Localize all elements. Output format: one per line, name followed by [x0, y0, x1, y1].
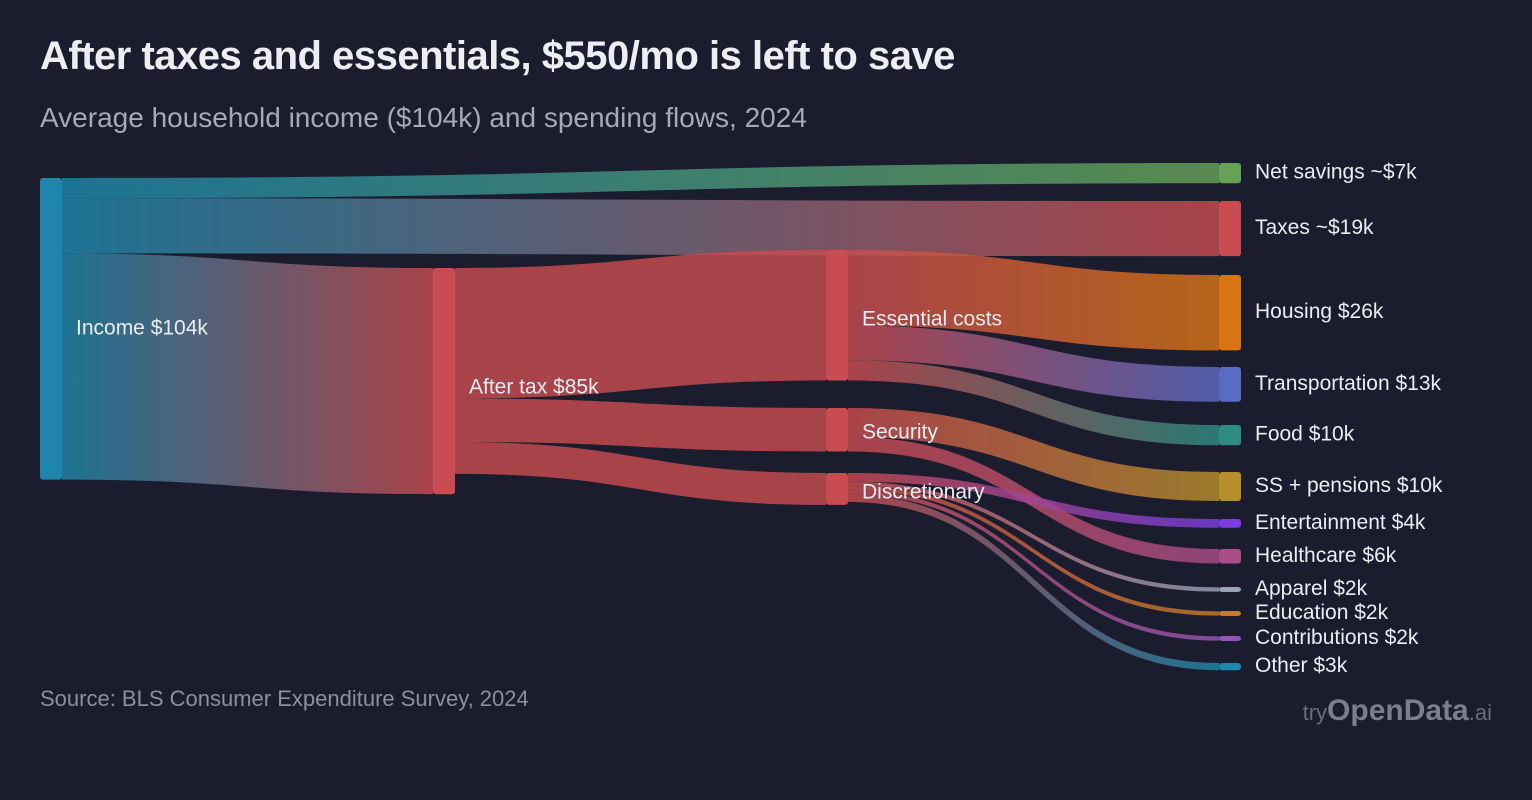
label-discretionary: Discretionary [862, 481, 985, 504]
link-discretionary-to-apparel[interactable] [848, 481, 1219, 592]
links-layer [62, 163, 1219, 671]
label-apparel: Apparel $2k [1255, 577, 1368, 600]
label-transportation: Transportation $13k [1255, 372, 1441, 395]
label-savings: Net savings ~$7k [1255, 161, 1417, 184]
link-income-to-aftertax[interactable] [62, 253, 433, 495]
link-aftertax-to-security[interactable] [455, 398, 826, 452]
link-discretionary-to-contributions[interactable] [848, 490, 1219, 641]
chart-subtitle: Average household income ($104k) and spe… [40, 102, 807, 133]
brand-name: OpenData [1327, 694, 1469, 727]
node-transportation[interactable] [1219, 367, 1241, 402]
node-savings[interactable] [1219, 163, 1241, 184]
label-entertainment: Entertainment $4k [1255, 511, 1426, 534]
label-ss: SS + pensions $10k [1255, 474, 1443, 497]
link-aftertax-to-essential[interactable] [455, 250, 826, 399]
link-aftertax-to-discretionary[interactable] [455, 442, 826, 505]
chart-title: After taxes and essentials, $550/mo is l… [40, 34, 955, 78]
labels-layer: Income $104k After tax $85k Essential cost… [76, 161, 1443, 677]
node-food[interactable] [1219, 425, 1241, 446]
source-note: Source: BLS Consumer Expenditure Survey,… [40, 686, 529, 711]
brand-suffix: .ai [1468, 700, 1492, 725]
label-taxes: Taxes ~$19k [1255, 216, 1374, 239]
brand-logo[interactable]: tryOpenData.ai [1303, 694, 1492, 728]
node-apparel[interactable] [1219, 587, 1241, 592]
link-discretionary-to-education[interactable] [848, 486, 1219, 616]
label-essential: Essential costs [862, 308, 1002, 331]
label-other: Other $3k [1255, 654, 1348, 677]
label-security: Security [862, 421, 938, 444]
label-healthcare: Healthcare $6k [1255, 544, 1397, 567]
link-essential-to-housing[interactable] [848, 250, 1219, 351]
node-security[interactable] [826, 408, 848, 452]
label-income: Income $104k [76, 316, 208, 339]
node-education[interactable] [1219, 611, 1241, 616]
node-taxes[interactable] [1219, 201, 1241, 257]
label-food: Food $10k [1255, 423, 1355, 446]
link-discretionary-to-entertainment[interactable] [848, 473, 1219, 528]
label-contributions: Contributions $2k [1255, 626, 1419, 649]
node-discretionary[interactable] [826, 473, 848, 505]
label-aftertax: After tax $85k [469, 376, 599, 399]
link-security-to-ss[interactable] [848, 408, 1219, 501]
label-education: Education $2k [1255, 601, 1389, 624]
link-essential-to-transportation[interactable] [848, 325, 1219, 402]
link-essential-to-food[interactable] [848, 360, 1219, 446]
link-income-to-savings[interactable] [62, 163, 1219, 199]
node-entertainment[interactable] [1219, 519, 1241, 528]
brand-prefix: try [1302, 700, 1328, 725]
node-contributions[interactable] [1219, 636, 1241, 641]
node-other[interactable] [1219, 663, 1241, 671]
node-essential[interactable] [826, 250, 848, 381]
nodes-layer [40, 163, 1241, 671]
label-housing: Housing $26k [1255, 300, 1384, 323]
link-income-to-taxes[interactable] [62, 198, 1219, 257]
link-discretionary-to-other[interactable] [848, 494, 1219, 671]
node-aftertax[interactable] [433, 268, 455, 495]
node-healthcare[interactable] [1219, 549, 1241, 564]
node-ss[interactable] [1219, 472, 1241, 501]
node-income[interactable] [40, 178, 62, 480]
node-housing[interactable] [1219, 275, 1241, 351]
